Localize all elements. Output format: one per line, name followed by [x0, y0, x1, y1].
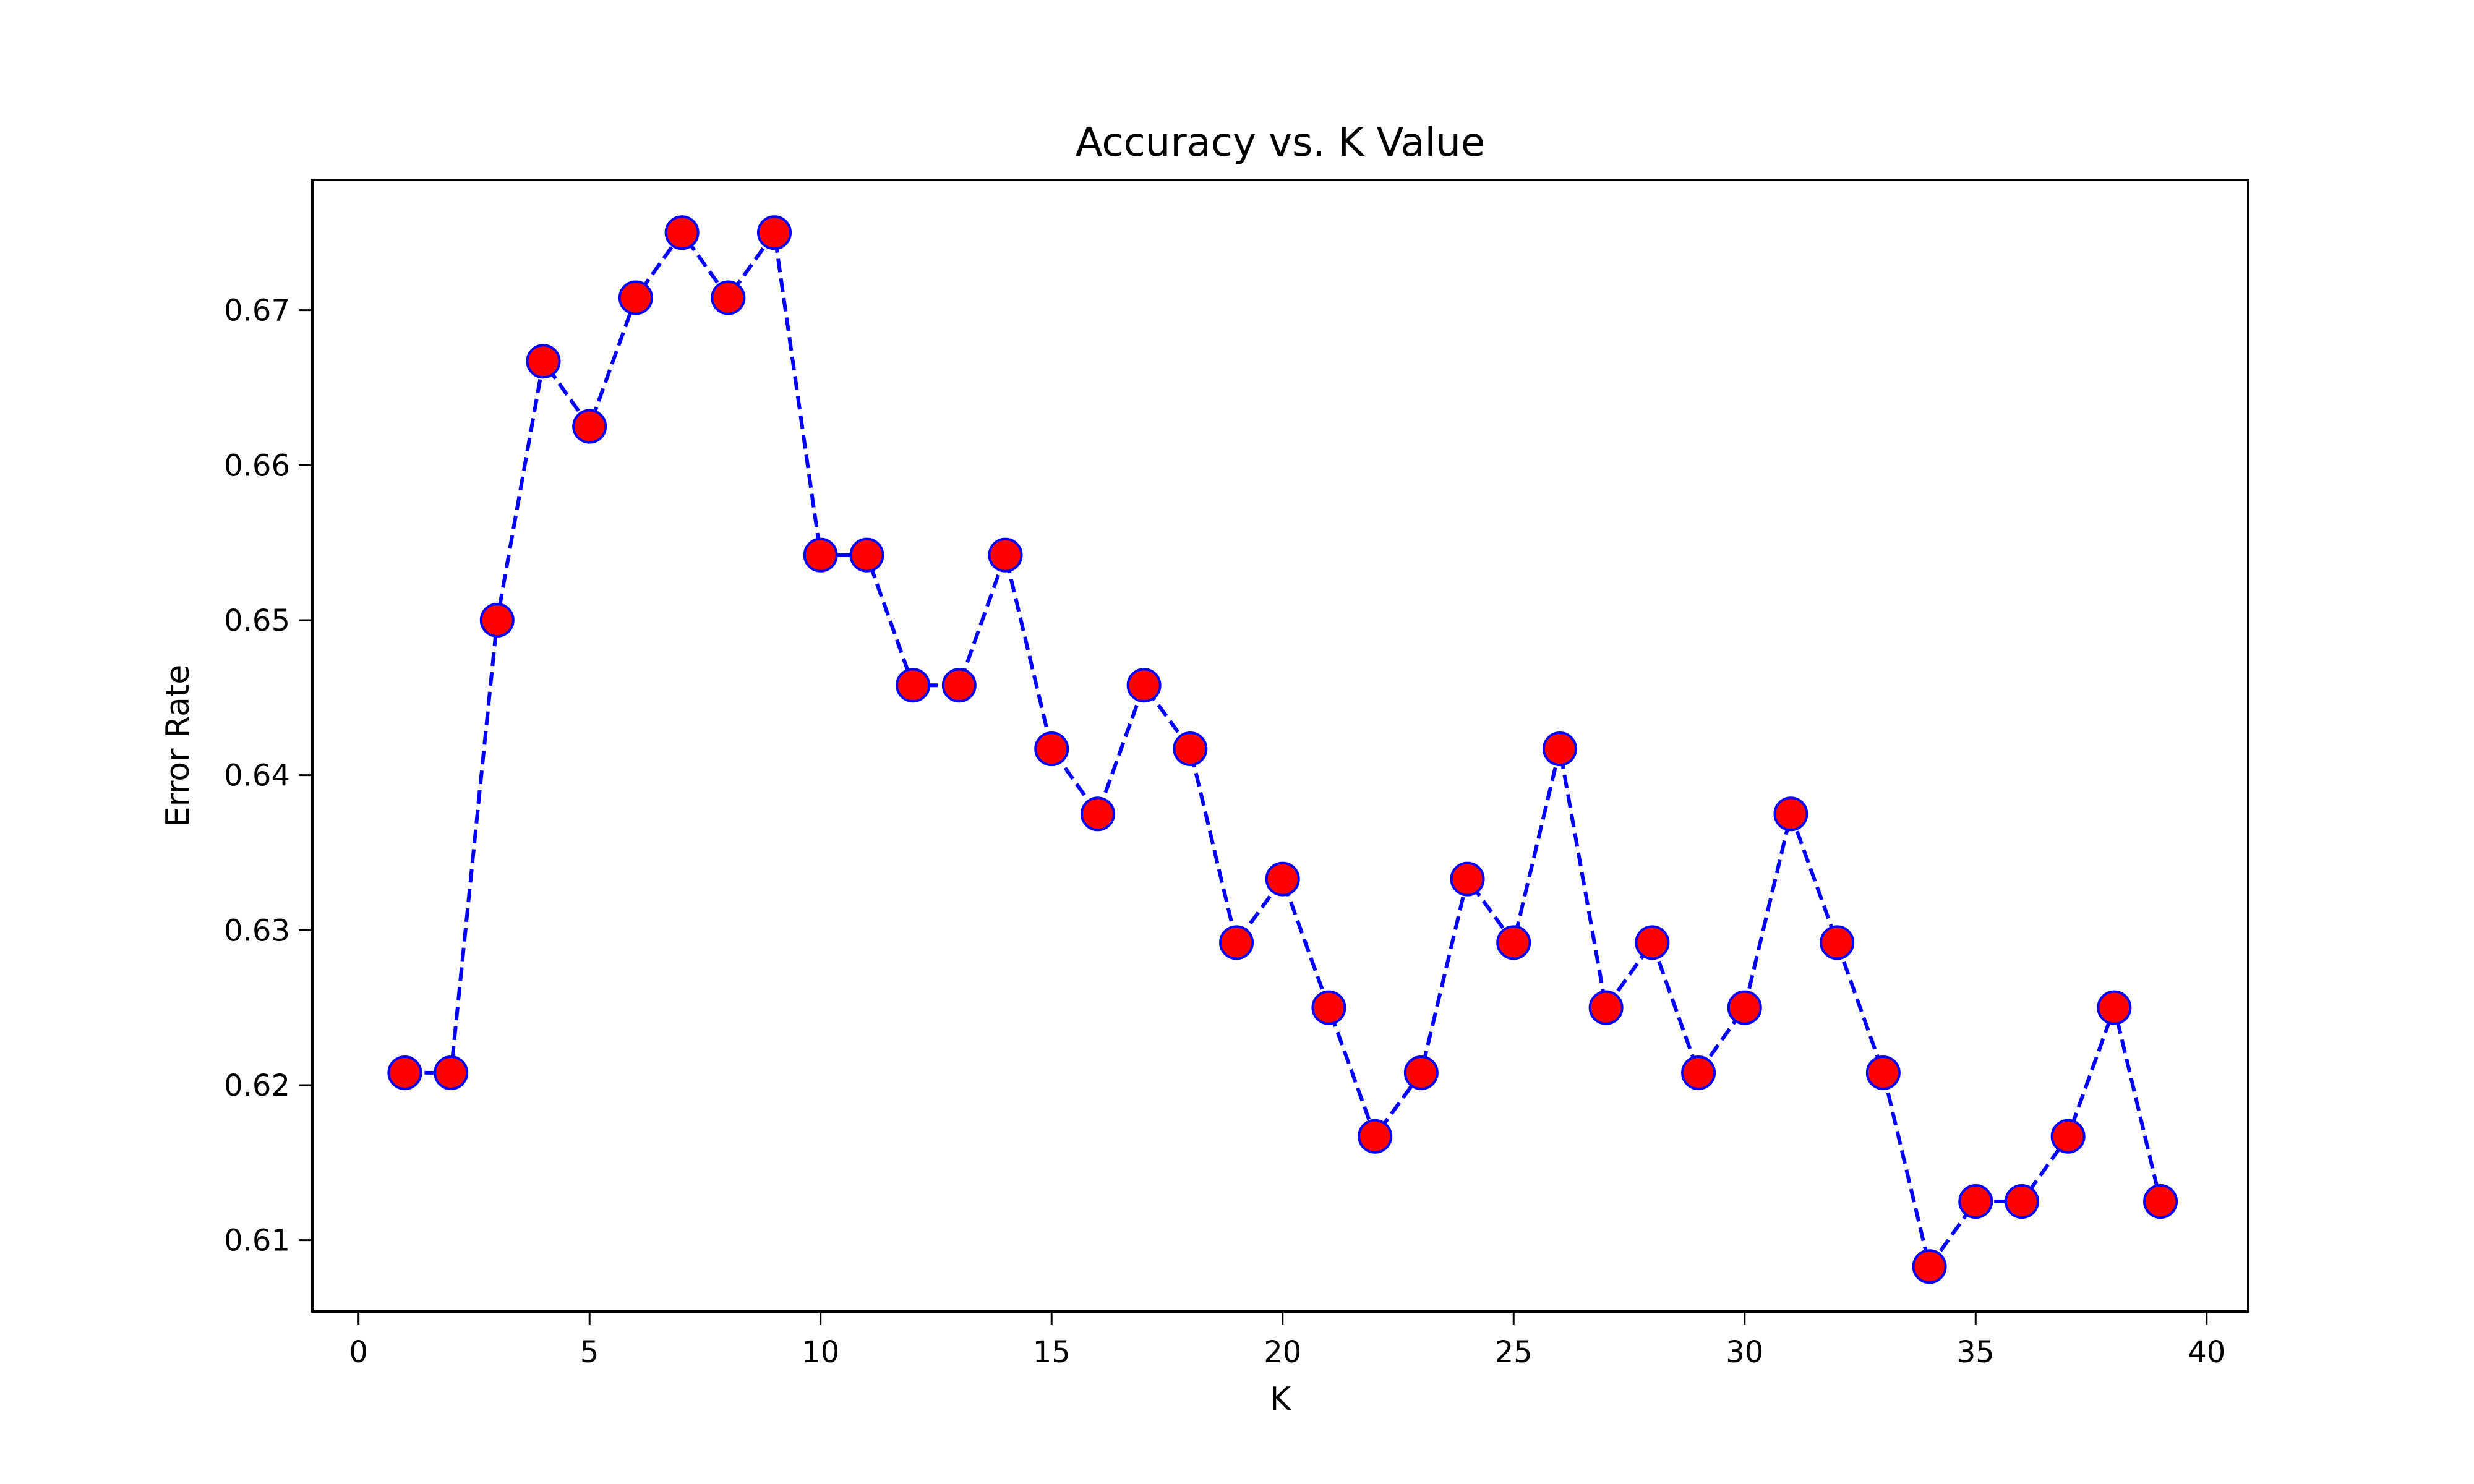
- data-point: [896, 668, 931, 703]
- x-tick-label: 20: [1264, 1335, 1301, 1370]
- y-tick-label: 0.64: [224, 759, 290, 793]
- data-point: [618, 280, 653, 315]
- data-point: [1820, 925, 1855, 960]
- data-point: [1358, 1119, 1393, 1154]
- data-point: [434, 1055, 469, 1090]
- data-point: [1496, 925, 1531, 960]
- x-tick-label: 25: [1495, 1335, 1533, 1370]
- x-tick-label: 0: [349, 1335, 368, 1370]
- data-point: [387, 1055, 422, 1090]
- y-tick-label: 0.67: [224, 294, 290, 328]
- x-axis-label: K: [1270, 1381, 1292, 1418]
- y-tick-label: 0.61: [224, 1224, 290, 1258]
- data-point: [1173, 731, 1208, 767]
- y-axis-label: Error Rate: [160, 665, 197, 827]
- x-tick-label: 40: [2188, 1335, 2225, 1370]
- data-point: [1681, 1055, 1716, 1090]
- data-point: [1865, 1055, 1901, 1090]
- data-point: [803, 537, 838, 573]
- data-point: [572, 409, 607, 444]
- data-point: [1080, 796, 1115, 832]
- data-point: [526, 344, 561, 379]
- data-point: [2097, 990, 2132, 1025]
- data-point: [1219, 925, 1254, 960]
- y-tick-label: 0.66: [224, 448, 290, 483]
- series-line: [404, 231, 2163, 1269]
- data-point: [1265, 861, 1300, 897]
- data-point: [1588, 990, 1624, 1025]
- plot-frame: [311, 179, 2249, 1313]
- data-point: [1542, 731, 1577, 767]
- data-point: [1727, 990, 1762, 1025]
- data-point: [941, 668, 977, 703]
- data-point: [849, 537, 884, 573]
- data-point: [1958, 1184, 1993, 1219]
- data-point: [1773, 796, 1808, 832]
- x-tick-label: 10: [802, 1335, 839, 1370]
- data-point: [1450, 861, 1485, 897]
- data-point: [2004, 1184, 2039, 1219]
- data-point: [988, 537, 1023, 573]
- x-tick-label: 30: [1726, 1335, 1763, 1370]
- data-point: [711, 280, 746, 315]
- data-point: [1126, 668, 1162, 703]
- data-point: [2050, 1119, 2086, 1154]
- x-tick-label: 35: [1957, 1335, 1995, 1370]
- data-point: [1311, 990, 1346, 1025]
- x-tick-label: 15: [1033, 1335, 1071, 1370]
- y-tick-label: 0.65: [224, 603, 290, 638]
- data-point: [1034, 731, 1069, 767]
- data-point: [2143, 1184, 2178, 1219]
- x-tick-label: 5: [580, 1335, 599, 1370]
- data-point: [1912, 1249, 1947, 1284]
- data-point: [479, 602, 515, 638]
- chart-title: Accuracy vs. K Value: [1076, 120, 1486, 166]
- data-point: [1403, 1055, 1439, 1090]
- data-point: [1635, 925, 1670, 960]
- y-tick-label: 0.63: [224, 913, 290, 948]
- data-point: [664, 215, 700, 250]
- data-point: [757, 215, 792, 250]
- y-tick-label: 0.62: [224, 1068, 290, 1103]
